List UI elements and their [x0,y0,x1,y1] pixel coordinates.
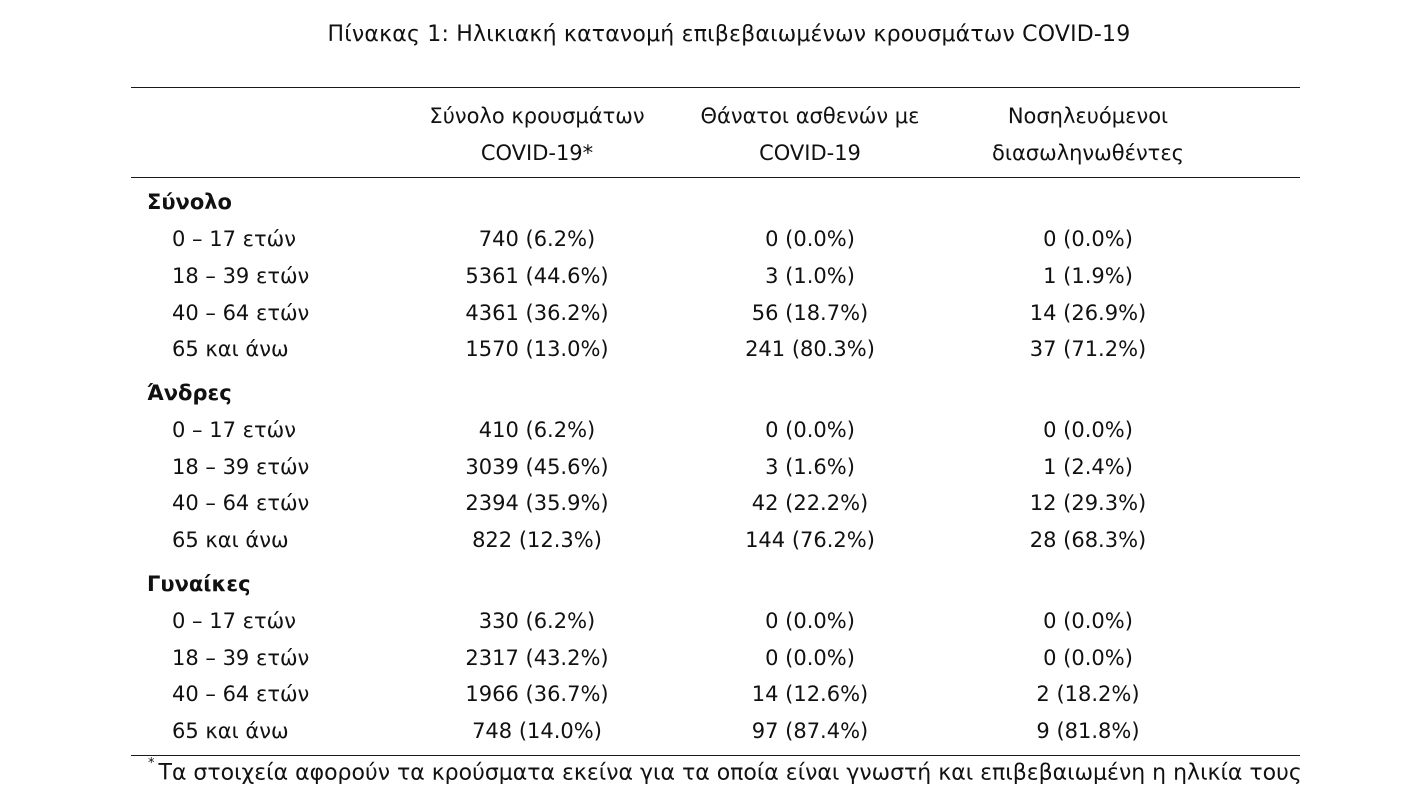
cell-deaths: 0 (0.0%) [765,227,855,251]
cell-deaths: 0 (0.0%) [765,646,855,670]
cell-intubated: 28 (68.3%) [1029,528,1147,552]
top-rule [131,87,1300,88]
bottom-rule [131,755,1300,756]
cell-intubated: 1 (1.9%) [1043,264,1133,288]
cell-total-cases: 1570 (13.0%) [465,337,609,361]
cell-total-cases: 4361 (36.2%) [465,301,609,325]
column-header-line: Σύνολο κρουσμάτων [429,104,645,128]
row-label: 18 – 39 ετών [172,646,310,670]
cell-total-cases: 2394 (35.9%) [465,491,609,515]
cell-total-cases: 3039 (45.6%) [465,455,609,479]
cell-deaths: 241 (80.3%) [745,337,875,361]
row-label: 40 – 64 ετών [172,491,310,515]
cell-intubated: 2 (18.2%) [1036,682,1140,706]
cell-intubated: 37 (71.2%) [1029,337,1147,361]
column-header-line: COVID-19* [480,141,594,165]
column-header-line: διασωληνωθέντες [992,141,1184,165]
cell-total-cases: 748 (14.0%) [472,719,602,743]
row-label: 40 – 64 ετών [172,301,310,325]
table-title: Πίνακας 1: Ηλικιακή κατανομή επιβεβαιωμέ… [327,22,1131,47]
cell-total-cases: 330 (6.2%) [478,609,596,633]
column-header-line: Νοσηλευόμενοι [1007,104,1169,128]
row-label: 40 – 64 ετών [172,682,310,706]
cell-intubated: 0 (0.0%) [1043,609,1133,633]
row-label: 18 – 39 ετών [172,264,310,288]
cell-total-cases: 5361 (44.6%) [465,264,609,288]
cell-total-cases: 1966 (36.7%) [465,682,609,706]
cell-deaths: 0 (0.0%) [765,609,855,633]
cell-deaths: 14 (12.6%) [751,682,869,706]
group-heading-men: Άνδρες [147,381,232,405]
group-heading-total: Σύνολο [147,190,232,214]
row-label: 65 και άνω [172,337,289,361]
cell-intubated: 0 (0.0%) [1043,227,1133,251]
row-label: 65 και άνω [172,719,289,743]
cell-deaths: 3 (1.0%) [765,264,855,288]
column-header-line: Θάνατοι ασθενών με [700,104,920,128]
cell-deaths: 97 (87.4%) [751,719,869,743]
header-rule [131,177,1300,178]
column-header-intubated: Νοσηλευόμενοι διασωληνωθέντες [953,98,1223,172]
cell-total-cases: 410 (6.2%) [478,418,596,442]
cell-deaths: 42 (22.2%) [751,491,869,515]
cell-total-cases: 740 (6.2%) [478,227,596,251]
cell-total-cases: 822 (12.3%) [472,528,602,552]
column-header-deaths: Θάνατοι ασθενών με COVID-19 [675,98,945,172]
cell-intubated: 9 (81.8%) [1036,719,1140,743]
row-label: 65 και άνω [172,528,289,552]
row-label: 0 – 17 ετών [172,609,296,633]
cell-intubated: 12 (29.3%) [1029,491,1147,515]
cell-intubated: 0 (0.0%) [1043,646,1133,670]
cell-total-cases: 2317 (43.2%) [465,646,609,670]
footnote-marker: * [148,756,155,771]
column-header-total-cases: Σύνολο κρουσμάτων COVID-19* [402,98,672,172]
group-heading-women: Γυναίκες [147,572,251,596]
cell-deaths: 0 (0.0%) [765,418,855,442]
footnote-text: Τα στοιχεία αφορούν τα κρούσματα εκείνα … [158,760,1302,786]
column-header-line: COVID-19 [759,141,861,165]
row-label: 0 – 17 ετών [172,418,296,442]
row-label: 0 – 17 ετών [172,227,296,251]
footnote: * Τα στοιχεία αφορούν τα κρούσματα εκείνα… [148,756,1302,786]
row-label: 18 – 39 ετών [172,455,310,479]
cell-intubated: 0 (0.0%) [1043,418,1133,442]
cell-deaths: 56 (18.7%) [751,301,869,325]
cell-intubated: 14 (26.9%) [1029,301,1147,325]
cell-deaths: 144 (76.2%) [745,528,875,552]
cell-deaths: 3 (1.6%) [765,455,855,479]
cell-intubated: 1 (2.4%) [1043,455,1133,479]
